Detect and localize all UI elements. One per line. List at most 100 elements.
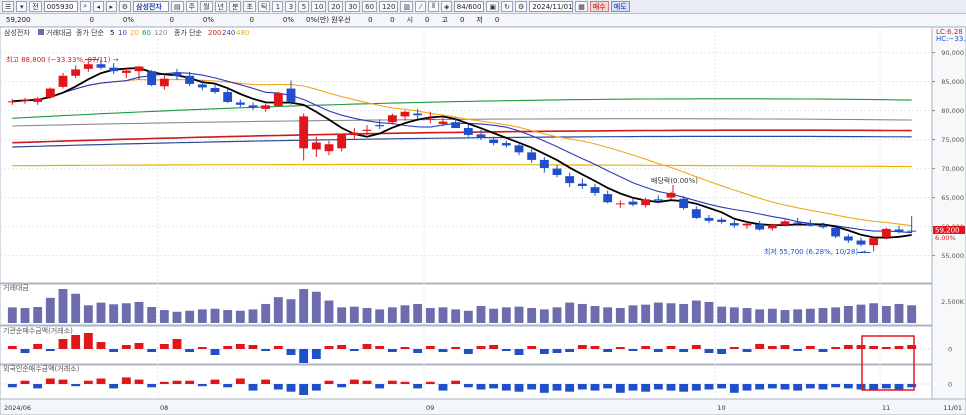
institution-bar	[590, 346, 600, 349]
minute-20-button[interactable]: 20	[328, 1, 344, 12]
refresh-icon[interactable]: ↻	[501, 1, 513, 12]
count-input[interactable]: 84/600	[454, 1, 485, 12]
institution-bar	[438, 349, 448, 352]
candle-body	[197, 84, 207, 88]
menu-icon[interactable]: ☰	[2, 1, 15, 12]
minute-3-button[interactable]: 3	[285, 1, 297, 12]
info-change: 0	[89, 16, 94, 24]
candle-style-icon[interactable]: ▥	[400, 1, 414, 12]
period-month-button[interactable]: 월	[200, 1, 213, 12]
legend-ma2-label: 종가 단순	[174, 28, 203, 37]
price-panel[interactable]	[0, 27, 933, 284]
toggle-icon[interactable]: ◈	[441, 1, 453, 12]
candle-body	[831, 227, 841, 237]
foreign-bar	[856, 384, 866, 390]
stock-chart[interactable]: 55,00060,00065,00070,00075,00080,00085,0…	[0, 27, 966, 415]
candle-body	[881, 228, 891, 238]
foreign-bar	[438, 384, 448, 391]
bar-style-icon[interactable]: ⫴	[428, 1, 440, 12]
minute-10-button[interactable]: 10	[311, 1, 327, 12]
x-tick-label: 10	[717, 404, 725, 412]
calendar-icon[interactable]: ▦	[575, 1, 588, 12]
volume-bar	[71, 293, 81, 323]
search-icon[interactable]: ⌕	[79, 1, 91, 12]
institution-bar	[248, 345, 258, 349]
candle-body	[843, 236, 853, 241]
stock-code-input[interactable]: 005930	[43, 1, 78, 12]
institution-bar	[476, 346, 486, 349]
candle-body	[235, 102, 245, 105]
institution-bar	[539, 349, 549, 354]
line-style-icon[interactable]: ⁄	[415, 1, 427, 12]
foreign-bar	[337, 384, 347, 388]
ma240-line	[12, 135, 912, 148]
sell-button[interactable]: 매도	[610, 1, 630, 12]
date-input[interactable]: 2024/11/01	[529, 1, 574, 12]
institution-panel[interactable]	[0, 325, 933, 365]
foreign-bar	[615, 384, 625, 393]
prev-icon[interactable]: ◂	[92, 1, 104, 12]
period-minute-button[interactable]: 분	[229, 1, 242, 12]
buy-button[interactable]: 매수	[589, 1, 609, 12]
foreign-bar	[691, 384, 701, 391]
period-day-button[interactable]: ▤	[171, 1, 184, 12]
zoom-icon[interactable]: ▣	[486, 1, 500, 12]
institution-bar	[337, 345, 347, 349]
legend-ma240: 240	[222, 29, 235, 37]
period-second-button[interactable]: 초	[243, 1, 256, 12]
gear-icon[interactable]: ⚙	[514, 1, 528, 12]
foreign-bar	[527, 384, 537, 390]
institution-bar	[653, 349, 663, 352]
period-week-button[interactable]: 주	[185, 1, 199, 12]
volume-bar	[590, 306, 600, 323]
candles	[7, 59, 917, 252]
volume-bar	[869, 303, 879, 323]
institution-bar	[311, 349, 321, 359]
volume-bar	[780, 310, 790, 323]
foreign-bar	[831, 384, 841, 388]
minute-120-button[interactable]: 120	[379, 1, 399, 12]
period-tick-button[interactable]: 틱	[257, 1, 271, 12]
candle-body	[476, 134, 486, 138]
candle-body	[666, 192, 676, 198]
x-tick-label: 08	[160, 404, 168, 412]
institution-bar	[33, 344, 43, 349]
legend-ma120: 120	[154, 29, 167, 37]
dropdown-icon[interactable]: ▾	[16, 1, 28, 12]
foreign-bar	[704, 384, 714, 390]
candle-body	[489, 139, 499, 144]
foreign-bar	[413, 384, 423, 389]
settings-icon[interactable]: ⚙	[118, 1, 132, 12]
candle-body	[780, 221, 790, 225]
foreign-bar	[539, 384, 549, 393]
next-icon[interactable]: ▸	[105, 1, 117, 12]
volume-bar	[451, 309, 461, 323]
volume-bar	[831, 307, 841, 323]
mode-button[interactable]: 전	[29, 1, 42, 12]
volume-bar	[197, 309, 207, 323]
foreign-bar	[58, 379, 68, 384]
foreign-bar	[869, 384, 879, 391]
x-tick-label: 11	[882, 404, 890, 412]
legend-volume: 거래대금	[46, 28, 72, 37]
foreign-bar	[463, 384, 473, 388]
period-year-button[interactable]: 년	[214, 1, 227, 12]
institution-bar	[831, 347, 841, 349]
minute-30-button[interactable]: 30	[345, 1, 361, 12]
candle-body	[223, 92, 233, 102]
minute-1-button[interactable]: 1	[272, 1, 284, 12]
foreign-bar	[805, 384, 815, 389]
minute-5-button[interactable]: 5	[298, 1, 310, 12]
volume-bar	[552, 307, 562, 323]
foreign-bar	[324, 380, 334, 384]
candle-body	[717, 219, 727, 222]
institution-bar	[907, 345, 917, 349]
candle-body	[805, 223, 815, 225]
minute-60-button[interactable]: 60	[362, 1, 378, 12]
institution-bar	[755, 344, 765, 349]
legend-volume-swatch	[38, 29, 44, 35]
candle-body	[679, 198, 689, 209]
volume-bar	[83, 305, 93, 323]
volume-bar	[514, 306, 524, 323]
volume-bar	[286, 299, 296, 323]
